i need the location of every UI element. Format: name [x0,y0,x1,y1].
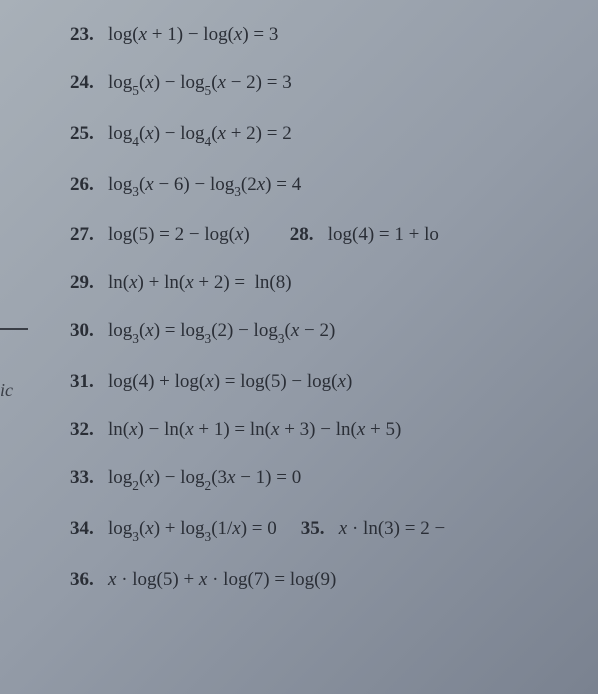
problem-36: 36. x · log(5) + x · log(7) = log(9) [70,569,336,591]
problem-row: 23. log(x + 1) − log(x) = 3 [70,24,598,46]
problem-33: 33. log2(x) − log2(3x − 1) = 0 [70,467,301,492]
problem-equation: log(x + 1) − log(x) = 3 [108,24,278,46]
problem-29: 29. ln(x) + ln(x + 2) = ln(8) [70,272,292,294]
problem-number: 25. [70,123,100,145]
problem-number: 24. [70,72,100,94]
problem-row: 24. log5(x) − log5(x − 2) = 3 [70,72,598,97]
problem-list: 23. log(x + 1) − log(x) = 3 24. log5(x) … [70,24,598,591]
problem-26: 26. log3(x − 6) − log3(2x) = 4 [70,174,301,199]
problem-equation: ln(x) + ln(x + 2) = ln(8) [108,272,292,294]
problem-equation: x · log(5) + x · log(7) = log(9) [108,569,336,591]
problem-row: 26. log3(x − 6) − log3(2x) = 4 [70,174,598,199]
problem-number: 34. [70,518,100,540]
problem-number: 33. [70,467,100,489]
problem-row: 30. log3(x) = log3(2) − log3(x − 2) [70,320,598,345]
problem-number: 31. [70,371,100,393]
problem-32: 32. ln(x) − ln(x + 1) = ln(x + 3) − ln(x… [70,419,401,441]
problem-number: 28. [290,224,320,246]
problem-row: 31. log(4) + log(x) = log(5) − log(x) [70,371,598,393]
problem-number: 30. [70,320,100,342]
problem-23: 23. log(x + 1) − log(x) = 3 [70,24,278,46]
problem-equation: log(5) = 2 − log(x) [108,224,250,246]
side-label: ic [0,380,13,401]
problem-equation: log3(x) = log3(2) − log3(x − 2) [108,320,335,345]
problem-number: 27. [70,224,100,246]
problem-equation: log2(x) − log2(3x − 1) = 0 [108,467,301,492]
problem-25: 25. log4(x) − log4(x + 2) = 2 [70,123,292,148]
problem-equation: x · ln(3) = 2 − [339,518,445,540]
problem-31: 31. log(4) + log(x) = log(5) − log(x) [70,371,352,393]
problem-number: 23. [70,24,100,46]
problem-equation: log4(x) − log4(x + 2) = 2 [108,123,292,148]
problem-number: 26. [70,174,100,196]
problem-equation: log3(x − 6) − log3(2x) = 4 [108,174,301,199]
problem-equation: log3(x) + log3(1/x) = 0 [108,518,277,543]
problem-30: 30. log3(x) = log3(2) − log3(x − 2) [70,320,335,345]
problem-equation: log(4) = 1 + lo [328,224,439,246]
problem-row: 34. log3(x) + log3(1/x) = 0 35. x · ln(3… [70,518,598,543]
side-rule [0,328,28,330]
problem-35: 35. x · ln(3) = 2 − [301,518,445,540]
problem-equation: ln(x) − ln(x + 1) = ln(x + 3) − ln(x + 5… [108,419,401,441]
problem-row: 25. log4(x) − log4(x + 2) = 2 [70,123,598,148]
problem-row: 27. log(5) = 2 − log(x) 28. log(4) = 1 +… [70,224,598,246]
problem-number: 35. [301,518,331,540]
problem-27: 27. log(5) = 2 − log(x) [70,224,250,246]
problem-number: 36. [70,569,100,591]
problem-28: 28. log(4) = 1 + lo [290,224,439,246]
problem-24: 24. log5(x) − log5(x − 2) = 3 [70,72,292,97]
problem-number: 29. [70,272,100,294]
problem-equation: log5(x) − log5(x − 2) = 3 [108,72,292,97]
problem-34: 34. log3(x) + log3(1/x) = 0 [70,518,277,543]
problem-equation: log(4) + log(x) = log(5) − log(x) [108,371,352,393]
problem-row: 32. ln(x) − ln(x + 1) = ln(x + 3) − ln(x… [70,419,598,441]
problem-row: 33. log2(x) − log2(3x − 1) = 0 [70,467,598,492]
problem-row: 36. x · log(5) + x · log(7) = log(9) [70,569,598,591]
problem-row: 29. ln(x) + ln(x + 2) = ln(8) [70,272,598,294]
problem-number: 32. [70,419,100,441]
